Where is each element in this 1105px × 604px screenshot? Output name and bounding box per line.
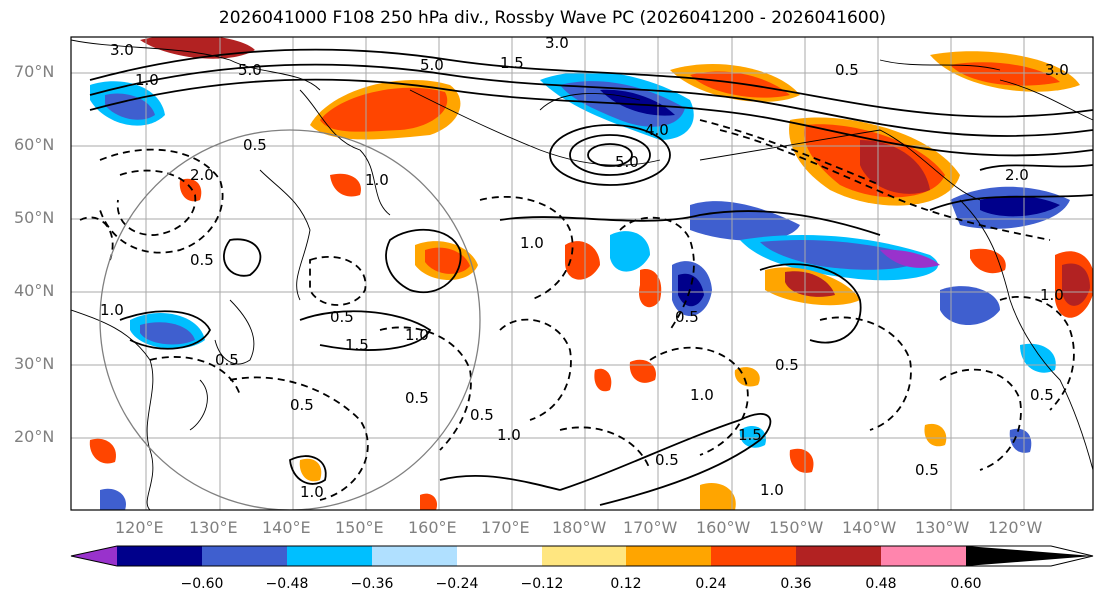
contour-label: 1.0 xyxy=(760,481,784,499)
colorbar-segment xyxy=(542,546,626,566)
colorbar-tick: 0.36 xyxy=(780,576,812,592)
lon-label: 170°W xyxy=(623,518,678,537)
colorbar-segment xyxy=(711,546,796,566)
colorbar-segment xyxy=(117,546,202,566)
lon-label: 150°E xyxy=(335,518,384,537)
map-plot-area: 3.0 5.0 3.0 1.0 5.0 1.5 4.0 5.0 0.5 0.5 … xyxy=(71,34,1093,510)
colorbar xyxy=(70,545,1094,567)
colorbar-tick: −0.60 xyxy=(180,576,224,592)
lon-label: 140°W xyxy=(842,518,897,537)
lon-label: 130°W xyxy=(915,518,970,537)
lat-label: 40°N xyxy=(14,281,55,300)
contour-label: 0.5 xyxy=(470,406,494,424)
contour-label: 1.0 xyxy=(497,426,521,444)
contour-label: 0.5 xyxy=(675,308,699,326)
colorbar-segment xyxy=(626,546,711,566)
contour-label: 1.0 xyxy=(135,71,159,89)
colorbar-min-extend xyxy=(71,546,117,566)
contour-label: 0.5 xyxy=(330,308,354,326)
contour-label: 0.5 xyxy=(215,351,239,369)
contour-label: 0.5 xyxy=(243,136,267,154)
colorbar-tick: −0.24 xyxy=(435,576,479,592)
colorbar-segment xyxy=(457,546,542,566)
coastlines xyxy=(71,39,1093,510)
lon-label: 180°W xyxy=(552,518,607,537)
region-circle xyxy=(99,129,481,510)
colorbar-max-extend xyxy=(966,546,1093,566)
lon-label: 140°E xyxy=(262,518,311,537)
map-frame xyxy=(70,36,1094,511)
colorbar-tick: −0.36 xyxy=(350,576,394,592)
contour-label: 1.0 xyxy=(520,234,544,252)
colorbar-segment xyxy=(796,546,881,566)
contour-label: 1.0 xyxy=(1040,286,1064,304)
lat-label: 30°N xyxy=(14,354,55,373)
contour-label: 1.0 xyxy=(690,386,714,404)
contour-label: 1.5 xyxy=(738,426,762,444)
contour-label: 1.0 xyxy=(300,483,324,501)
lon-label: 120°W xyxy=(988,518,1043,537)
contour-label: 2.0 xyxy=(1005,166,1029,184)
contour-labels: 3.0 5.0 3.0 1.0 5.0 1.5 4.0 5.0 0.5 0.5 … xyxy=(100,34,1069,501)
lon-label: 120°E xyxy=(115,518,164,537)
colorbar-segment xyxy=(372,546,457,566)
lon-label: 160°E xyxy=(408,518,457,537)
contour-label: 1.0 xyxy=(405,326,429,344)
contours-solid xyxy=(89,48,1093,506)
colorbar-tick: 0.24 xyxy=(695,576,727,592)
contours-dashed xyxy=(79,119,1075,501)
contour-label: 2.0 xyxy=(190,166,214,184)
lat-label: 60°N xyxy=(14,135,55,154)
colorbar-tick: 0.48 xyxy=(865,576,897,592)
contour-label: 5.0 xyxy=(420,56,444,74)
colorbar-tick: −0.48 xyxy=(265,576,309,592)
lon-label: 160°W xyxy=(696,518,751,537)
lat-label: 20°N xyxy=(14,427,55,446)
contour-label: 0.5 xyxy=(190,251,214,269)
map-title: 2026041000 F108 250 hPa div., Rossby Wav… xyxy=(218,8,887,28)
colorbar-tick: 0.12 xyxy=(610,576,642,592)
lon-label: 170°E xyxy=(481,518,530,537)
contour-label: 1.0 xyxy=(365,171,389,189)
lon-label: 130°E xyxy=(189,518,238,537)
colorbar-segment xyxy=(202,546,287,566)
colorbar-tick: −0.12 xyxy=(520,576,564,592)
lat-label: 70°N xyxy=(14,62,55,81)
contour-label: 5.0 xyxy=(615,153,639,171)
contour-label: 3.0 xyxy=(545,34,569,52)
contour-label: 0.5 xyxy=(1030,386,1054,404)
contour-label: 4.0 xyxy=(645,121,669,139)
contour-label: 1.0 xyxy=(100,301,124,319)
contour-label: 0.5 xyxy=(290,396,314,414)
lon-label: 150°W xyxy=(769,518,824,537)
contour-label: 0.5 xyxy=(655,451,679,469)
colorbar-segment xyxy=(287,546,372,566)
contour-label: 5.0 xyxy=(238,61,262,79)
divergence-shading xyxy=(89,37,1093,510)
contour-label: 1.5 xyxy=(500,54,524,72)
contour-label: 0.5 xyxy=(775,356,799,374)
contour-label: 0.5 xyxy=(915,461,939,479)
contour-label: 0.5 xyxy=(835,61,859,79)
contour-label: 3.0 xyxy=(110,41,134,59)
contour-label: 1.5 xyxy=(345,336,369,354)
lat-label: 50°N xyxy=(14,208,55,227)
contour-label: 3.0 xyxy=(1045,61,1069,79)
colorbar-segment xyxy=(881,546,966,566)
colorbar-tick: 0.60 xyxy=(950,576,982,592)
contour-label: 0.5 xyxy=(405,389,429,407)
